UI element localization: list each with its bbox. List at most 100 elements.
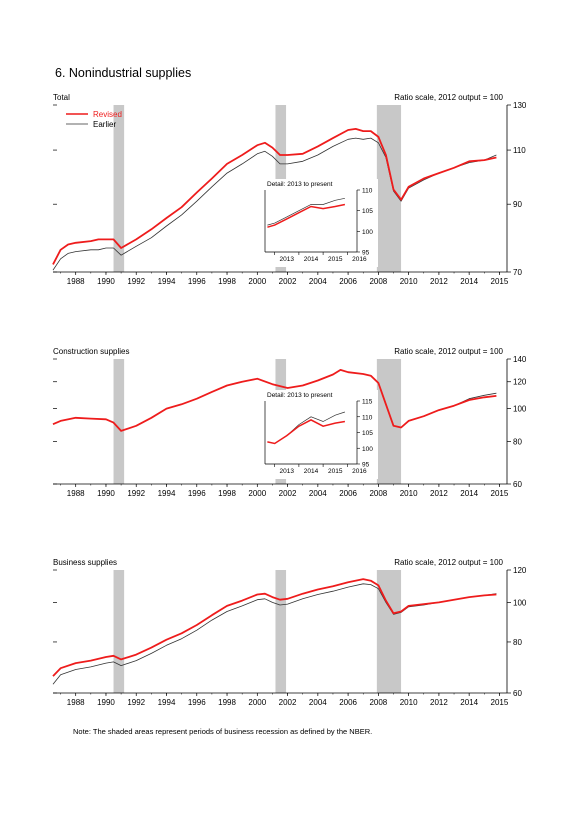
footnote: Note: The shaded areas represent periods…	[73, 727, 373, 736]
x-tick-label: 1996	[188, 698, 206, 707]
y-tick-label: 120	[513, 378, 527, 387]
x-tick-label: 2010	[400, 277, 418, 286]
y-tick-label: 120	[513, 566, 527, 575]
y-tick-label: 80	[513, 638, 522, 647]
x-tick-label: 1998	[218, 698, 236, 707]
scale-note: Ratio scale, 2012 output = 100	[394, 558, 503, 567]
x-tick-label: 2000	[248, 489, 266, 498]
x-tick-label: 1996	[188, 489, 206, 498]
inset-x-tick-label: 2016	[352, 256, 367, 263]
x-tick-label: 2015	[491, 277, 509, 286]
inset-title: Detail: 2013 to present	[267, 181, 333, 188]
inset-title: Detail: 2013 to present	[267, 392, 333, 399]
recession-band	[113, 359, 125, 484]
inset-x-tick-label: 2014	[304, 256, 319, 263]
y-tick-label: 100	[513, 405, 527, 414]
y-tick-label: 60	[513, 689, 522, 698]
x-tick-label: 2014	[460, 277, 478, 286]
y-tick-label: 70	[513, 268, 522, 277]
inset-y-tick-label: 100	[362, 446, 373, 453]
legend-label: Earlier	[93, 120, 116, 129]
x-tick-label: 2006	[339, 698, 357, 707]
x-tick-label: 1994	[158, 698, 176, 707]
x-tick-label: 2004	[309, 489, 327, 498]
x-tick-label: 1992	[127, 698, 145, 707]
x-tick-label: 2002	[279, 489, 297, 498]
chart-title: Business supplies	[53, 558, 118, 567]
inset-x-tick-label: 2013	[280, 256, 295, 263]
chart-panel-total: Total Ratio scale, 2012 output = 100 198…	[0, 0, 585, 300]
inset-series-earlier	[267, 197, 345, 226]
x-tick-label: 2010	[400, 489, 418, 498]
x-tick-label: 2015	[491, 698, 509, 707]
scale-note: Ratio scale, 2012 output = 100	[394, 347, 503, 356]
x-tick-label: 1988	[67, 698, 85, 707]
x-tick-label: 2008	[369, 489, 387, 498]
x-tick-label: 2008	[369, 277, 387, 286]
inset-x-tick-label: 2015	[328, 468, 343, 475]
chart-title: Construction supplies	[53, 347, 130, 356]
inset-x-tick-label: 2015	[328, 256, 343, 263]
x-tick-label: 2012	[430, 698, 448, 707]
inset-y-tick-label: 105	[362, 208, 373, 215]
y-tick-label: 110	[513, 146, 526, 155]
x-tick-label: 1988	[67, 277, 85, 286]
y-tick-label: 140	[513, 355, 527, 364]
y-tick-label: 130	[513, 101, 527, 110]
inset-series-revised	[267, 419, 346, 445]
recession-band	[376, 105, 402, 272]
x-tick-label: 1992	[127, 277, 145, 286]
scale-note: Ratio scale, 2012 output = 100	[394, 93, 503, 102]
inset-y-tick-label: 100	[362, 229, 373, 236]
x-tick-label: 1990	[97, 698, 115, 707]
chart-svg-construction: 1988 1990 1992 1994 1996 1998 2000 2002 2004 2006…	[52, 355, 527, 498]
chart-svg-total: 1988 1990 1992 1994 1996 1998 2000 2002 2004 2006…	[52, 101, 527, 286]
x-tick-label: 1990	[97, 489, 115, 498]
x-tick-label: 2010	[400, 698, 418, 707]
x-tick-label: 1998	[218, 489, 236, 498]
x-tick-label: 1994	[158, 489, 176, 498]
x-tick-label: 1996	[188, 277, 206, 286]
inset-x-tick-label: 2013	[280, 468, 295, 475]
inset-x-tick-label: 2016	[352, 468, 367, 475]
inset-y-tick-label: 105	[362, 430, 373, 437]
x-tick-label: 2012	[430, 277, 448, 286]
inset-x-tick-label: 2014	[304, 468, 319, 475]
inset-series-revised	[267, 203, 346, 228]
x-tick-label: 2008	[369, 698, 387, 707]
x-tick-label: 1994	[158, 277, 176, 286]
chart-panel-construction: Construction supplies Ratio scale, 2012 …	[52, 347, 527, 498]
chart-svg-business: 1988 1990 1992 1994 1996 1998 2000 2002 2004 2006…	[52, 566, 527, 707]
x-tick-label: 2015	[491, 489, 509, 498]
x-tick-label: 2006	[339, 277, 357, 286]
x-tick-label: 1990	[97, 277, 115, 286]
x-tick-label: 1998	[218, 277, 236, 286]
inset-y-tick-label: 115	[362, 399, 373, 406]
x-tick-label: 2002	[279, 698, 297, 707]
inset-y-tick-label: 95	[362, 250, 370, 257]
x-tick-label: 2004	[309, 277, 327, 286]
x-tick-label: 2000	[248, 698, 266, 707]
x-tick-label: 2012	[430, 489, 448, 498]
series-line-revised	[52, 127, 497, 265]
legend-label: Revised	[93, 110, 122, 119]
x-tick-label: 2014	[460, 698, 478, 707]
y-tick-label: 60	[513, 480, 522, 489]
y-tick-label: 100	[513, 598, 527, 607]
inset-y-tick-label: 110	[362, 188, 373, 195]
y-tick-label: 80	[513, 438, 522, 447]
series-line-revised	[52, 368, 497, 432]
x-tick-label: 2002	[279, 277, 297, 286]
y-tick-label: 90	[513, 200, 522, 209]
recession-band	[113, 105, 125, 272]
x-tick-label: 1992	[127, 489, 145, 498]
x-tick-label: 2004	[309, 698, 327, 707]
page-title: 6. Nonindustrial supplies	[55, 66, 192, 80]
recession-band	[113, 570, 125, 693]
recession-band	[376, 359, 402, 484]
series-line-revised	[52, 578, 497, 677]
x-tick-label: 2006	[339, 489, 357, 498]
x-tick-label: 1988	[67, 489, 85, 498]
chart-title: Total	[53, 93, 70, 102]
inset-y-tick-label: 110	[362, 414, 373, 421]
